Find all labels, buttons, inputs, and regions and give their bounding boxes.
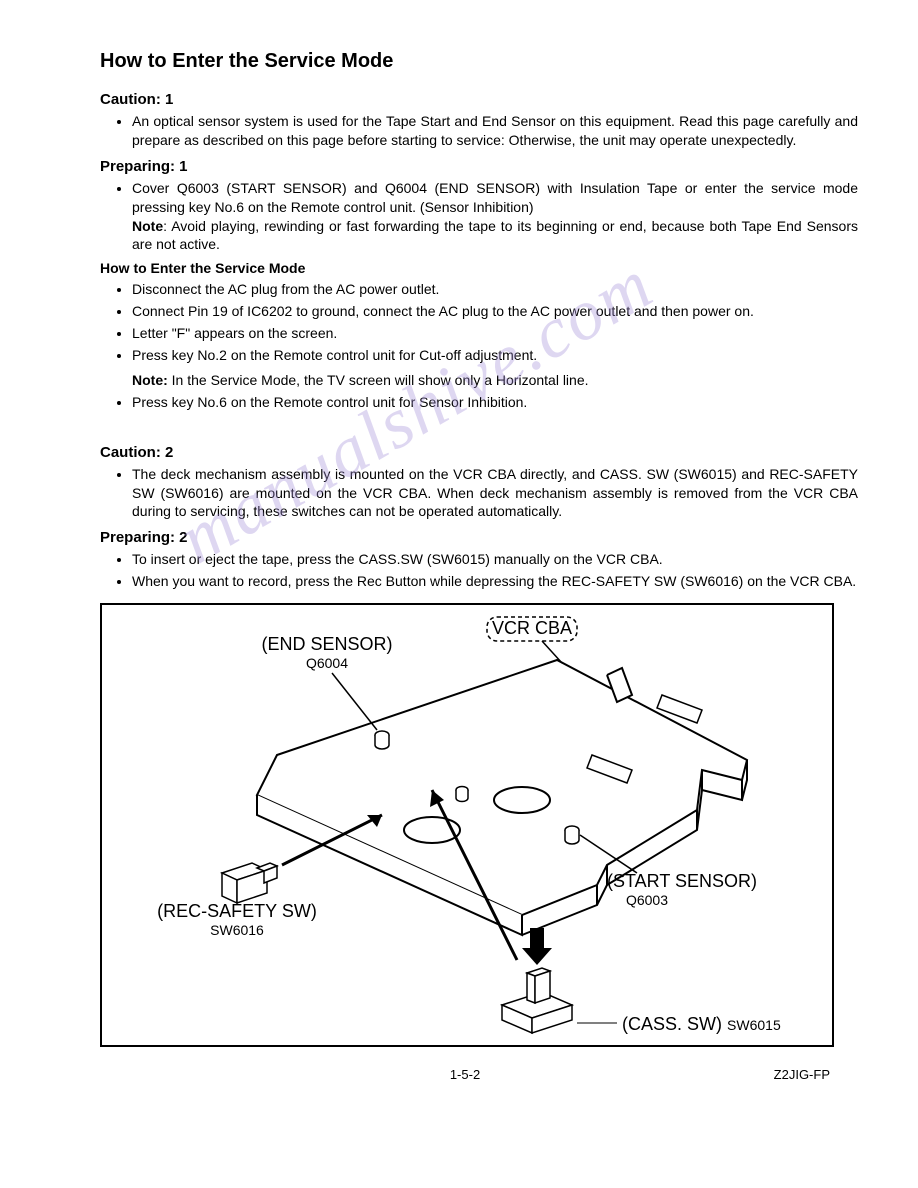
page-number: 1-5-2 xyxy=(450,1067,480,1082)
start-sensor-label: (START SENSOR) xyxy=(607,871,757,891)
rec-safety-label: (REC-SAFETY SW) xyxy=(157,901,317,921)
end-sensor-id: Q6004 xyxy=(306,655,348,671)
howto-heading: How to Enter the Service Mode xyxy=(100,260,858,276)
end-sensor-label: (END SENSOR) xyxy=(261,634,392,654)
preparing1-item: Cover Q6003 (START SENSOR) and Q6004 (EN… xyxy=(132,179,858,255)
howto-item: Press key No.6 on the Remote control uni… xyxy=(132,393,858,412)
preparing2-item: To insert or eject the tape, press the C… xyxy=(132,550,858,569)
page-footer: 1-5-2 Z2JIG-FP xyxy=(100,1067,830,1087)
vcr-cba-diagram: VCR CBA (END SENSOR) Q6004 (START SENSOR… xyxy=(100,603,834,1047)
howto-item: Press key No.2 on the Remote control uni… xyxy=(132,346,858,365)
cass-sw-shape xyxy=(502,968,572,1033)
doc-code: Z2JIG-FP xyxy=(774,1067,830,1082)
note-label: Note xyxy=(132,218,163,234)
vcr-cba-label: VCR CBA xyxy=(492,618,572,638)
cass-sw-label: (CASS. SW) SW6015 xyxy=(622,1014,781,1034)
note-text: : Avoid playing, rewinding or fast forwa… xyxy=(132,218,858,253)
rec-safety-id: SW6016 xyxy=(210,922,264,938)
preparing2-item: When you want to record, press the Rec B… xyxy=(132,572,858,591)
howto-item: Connect Pin 19 of IC6202 to ground, conn… xyxy=(132,302,858,321)
caution1-item: An optical sensor system is used for the… xyxy=(132,112,858,150)
howto-item: Letter "F" appears on the screen. xyxy=(132,324,858,343)
rec-safety-sw-shape xyxy=(222,863,277,903)
caution1-heading: Caution: 1 xyxy=(100,91,858,108)
page-title: How to Enter the Service Mode xyxy=(100,50,858,73)
howto-note: Note: In the Service Mode, the TV screen… xyxy=(132,371,858,390)
preparing1-heading: Preparing: 1 xyxy=(100,158,858,175)
howto-item: Disconnect the AC plug from the AC power… xyxy=(132,280,858,299)
caution2-heading: Caution: 2 xyxy=(100,444,858,461)
caution2-item: The deck mechanism assembly is mounted o… xyxy=(132,465,858,522)
start-sensor-id: Q6003 xyxy=(626,892,668,908)
preparing2-heading: Preparing: 2 xyxy=(100,529,858,546)
